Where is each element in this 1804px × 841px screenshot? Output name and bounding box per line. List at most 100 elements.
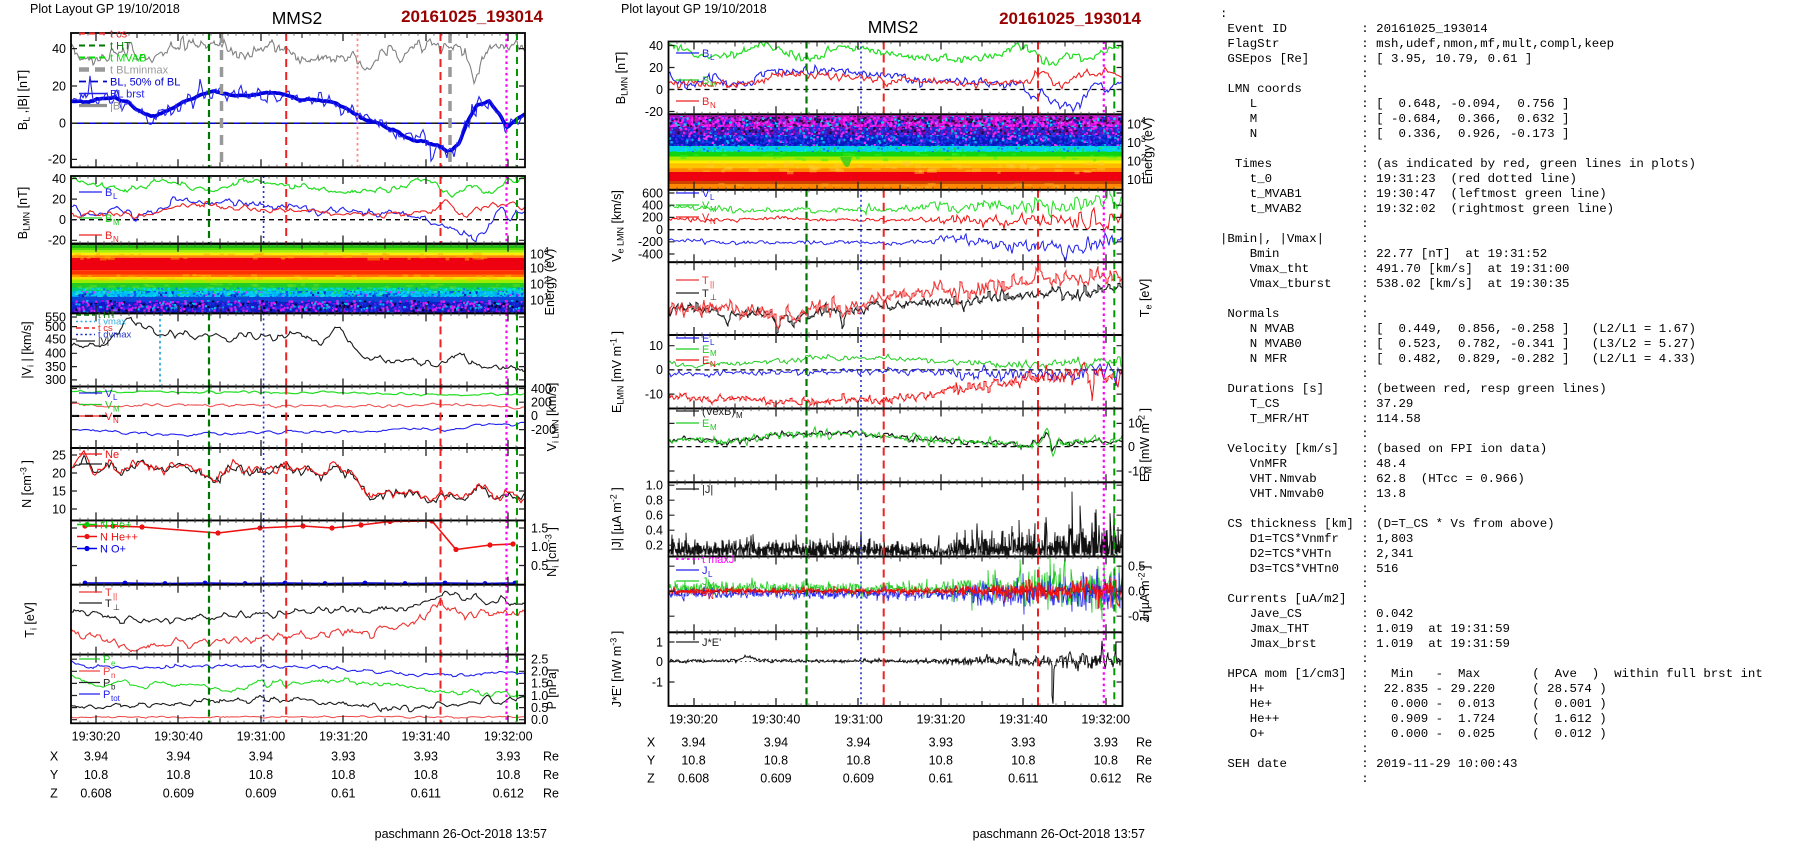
svg-text:J*E' [nW m-3 ]: J*E' [nW m-3 ]	[609, 631, 625, 707]
svg-text:10.8: 10.8	[496, 768, 520, 782]
svg-text:T: T	[105, 587, 112, 599]
svg-text:400: 400	[45, 347, 66, 361]
svg-text:0: 0	[531, 409, 538, 423]
svg-text:1.5: 1.5	[531, 677, 548, 691]
svg-text:e: e	[111, 659, 116, 668]
svg-text:19:32:00: 19:32:00	[484, 730, 533, 744]
svg-text:||: ||	[113, 592, 117, 601]
svg-text:0.6: 0.6	[646, 509, 663, 523]
svg-text:M: M	[710, 80, 717, 89]
svg-text:M: M	[710, 423, 717, 432]
svg-text:3.93: 3.93	[331, 750, 355, 764]
svg-text:N: N	[710, 360, 716, 369]
svg-text:N: N	[708, 592, 714, 601]
svg-text:0.609: 0.609	[163, 787, 194, 801]
svg-text:T: T	[702, 288, 709, 300]
svg-text:Z: Z	[50, 787, 58, 801]
svg-text:paschmann 26-Oct-2018 13:57: paschmann 26-Oct-2018 13:57	[375, 827, 547, 841]
svg-text:3.93: 3.93	[414, 750, 438, 764]
svg-text:Ni [cm-3 ]: Ni [cm-3 ]	[544, 527, 561, 577]
svg-text:T: T	[702, 275, 709, 287]
svg-text:0: 0	[656, 363, 663, 377]
svg-text:N He++: N He++	[100, 532, 138, 544]
svg-text:P: P	[103, 666, 110, 678]
svg-text:300: 300	[45, 373, 66, 387]
svg-text:L: L	[710, 53, 715, 62]
svg-text:P: P	[103, 678, 110, 690]
svg-text:Re: Re	[543, 787, 559, 801]
svg-text:10.8: 10.8	[414, 768, 438, 782]
svg-text:BLMN [nT]: BLMN [nT]	[16, 187, 32, 239]
svg-text:20: 20	[649, 61, 663, 75]
svg-text:paschmann 26-Oct-2018 13:57: paschmann 26-Oct-2018 13:57	[973, 827, 1145, 841]
svg-text:B: B	[702, 75, 709, 87]
svg-text:0.609: 0.609	[843, 772, 874, 786]
svg-text:400: 400	[642, 199, 663, 213]
svg-text:0.611: 0.611	[1008, 772, 1038, 786]
svg-text:0: 0	[656, 83, 663, 97]
svg-text:Energy (eV): Energy (eV)	[1141, 118, 1155, 185]
svg-text:M: M	[736, 411, 743, 420]
svg-text:1.0: 1.0	[531, 689, 548, 703]
svg-text:20: 20	[52, 79, 66, 93]
svg-text:⊥: ⊥	[710, 293, 717, 302]
svg-text:25: 25	[52, 448, 66, 462]
svg-text:0.612: 0.612	[493, 787, 524, 801]
svg-text:E: E	[702, 344, 709, 356]
svg-text:MMS2: MMS2	[868, 17, 919, 37]
svg-text:N O+: N O+	[100, 544, 126, 556]
svg-text:-200: -200	[531, 423, 556, 437]
svg-text:E: E	[702, 333, 709, 345]
svg-text:BL, 50% of BL: BL, 50% of BL	[110, 77, 180, 89]
svg-text:Plot layout GP 19/10/2018: Plot layout GP 19/10/2018	[621, 2, 767, 16]
svg-text:Y: Y	[50, 768, 59, 782]
svg-text:Z: Z	[647, 772, 655, 786]
svg-text:0: 0	[656, 655, 663, 669]
svg-text:t cs: t cs	[110, 29, 128, 41]
svg-text:BLMN [nT]: BLMN [nT]	[614, 52, 630, 104]
svg-text:V: V	[702, 200, 710, 212]
svg-text:V: V	[105, 400, 113, 412]
svg-text:-10: -10	[1128, 464, 1146, 478]
svg-text:M: M	[710, 349, 717, 358]
svg-text:t cs: t cs	[98, 323, 113, 334]
svg-text:0.5: 0.5	[1128, 560, 1145, 574]
svg-text:n: n	[111, 671, 115, 680]
svg-text:3.93: 3.93	[929, 736, 953, 750]
svg-text:M: M	[113, 218, 120, 227]
svg-text:-400: -400	[638, 247, 663, 261]
svg-text:B: B	[702, 96, 709, 108]
svg-text:40: 40	[52, 42, 66, 56]
svg-text:-10: -10	[645, 387, 663, 401]
svg-text:15: 15	[52, 484, 66, 498]
svg-text:V: V	[105, 411, 113, 423]
svg-text:B: B	[105, 213, 112, 225]
svg-text:10: 10	[649, 339, 663, 353]
svg-text:19:31:40: 19:31:40	[999, 713, 1048, 727]
svg-text:J: J	[702, 587, 708, 599]
svg-text:-0.5: -0.5	[1128, 610, 1150, 624]
svg-text:t HT: t HT	[98, 310, 116, 321]
svg-text:40: 40	[52, 172, 66, 186]
svg-text:10.8: 10.8	[681, 754, 705, 768]
svg-text:10.8: 10.8	[764, 754, 788, 768]
svg-text:0: 0	[656, 223, 663, 237]
svg-text:M: M	[113, 405, 120, 414]
svg-text:EM [mW m-2 ]: EM [mW m-2 ]	[1137, 408, 1154, 482]
svg-text:-1: -1	[652, 675, 663, 689]
svg-text:N: N	[113, 235, 119, 244]
svg-text:Re: Re	[1136, 772, 1152, 786]
svg-text:t vmax: t vmax	[98, 317, 126, 328]
svg-text:N [cm-3 ]: N [cm-3 ]	[19, 460, 35, 508]
svg-text:10.8: 10.8	[1011, 754, 1035, 768]
svg-text:20161025_193014: 20161025_193014	[999, 9, 1141, 28]
svg-text:L: L	[710, 338, 715, 347]
svg-text:L: L	[710, 193, 715, 202]
svg-text:20: 20	[52, 466, 66, 480]
svg-text:10: 10	[1128, 417, 1142, 431]
svg-text:0.611: 0.611	[411, 787, 441, 801]
svg-text:40: 40	[649, 39, 663, 53]
svg-text:Energy (eV): Energy (eV)	[543, 249, 557, 316]
svg-text:P [nPa]: P [nPa]	[545, 669, 559, 710]
svg-text:19:31:00: 19:31:00	[237, 730, 286, 744]
